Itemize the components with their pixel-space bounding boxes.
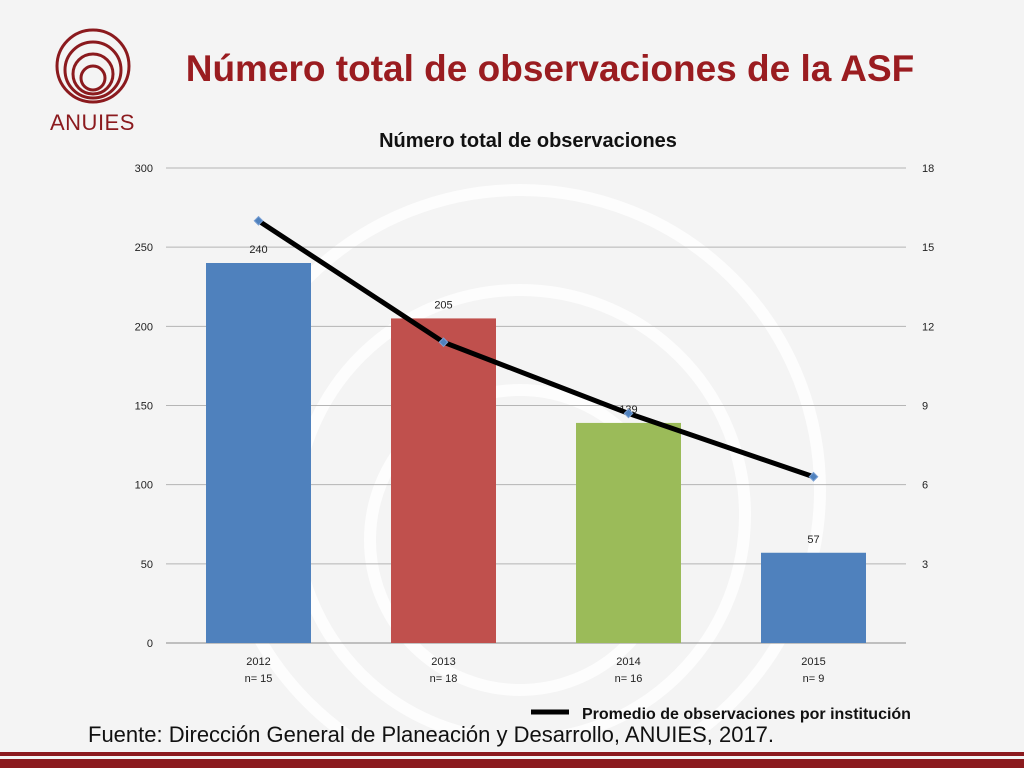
- x-tick-label: 2012: [246, 656, 270, 668]
- y-axis: 0 50 100 150 200 250 300: [135, 163, 153, 650]
- series-point: [623, 408, 634, 419]
- bar-data-label: 205: [434, 299, 452, 311]
- x-tick-label: 2014: [616, 656, 640, 668]
- chart-title: Número total de observaciones: [379, 130, 677, 152]
- y2-tick-label: 18: [922, 163, 934, 175]
- average-line-series: [253, 215, 819, 482]
- series-point: [253, 215, 264, 226]
- y2-tick-label: 15: [922, 242, 934, 254]
- bar-data-label: 240: [249, 244, 267, 256]
- x-tick-sublabel: n= 18: [430, 673, 458, 685]
- series-line: [257, 218, 815, 480]
- legend-label: Promedio de observaciones por institució…: [582, 706, 911, 723]
- x-tick-sublabel: n= 15: [245, 673, 273, 685]
- y-tick-label: 150: [135, 401, 153, 413]
- y2-axis: 3 6 9 12 15 18: [922, 163, 934, 571]
- y2-tick-label: 3: [922, 559, 928, 571]
- anuies-logo-icon: [55, 28, 131, 104]
- footer-band-bottom: [0, 759, 1024, 768]
- page-title: Número total de observaciones de la ASF: [185, 48, 915, 89]
- x-tick-sublabel: n= 16: [615, 673, 643, 685]
- bar: [576, 422, 681, 643]
- x-tick-label: 2013: [431, 656, 455, 668]
- footer-band: [0, 752, 1024, 756]
- chart: Número total de observaciones 0 50 100 150 2…: [134, 130, 935, 723]
- logo-text: ANUIES: [50, 110, 135, 135]
- bar: [206, 263, 311, 643]
- bar: [391, 318, 496, 643]
- y-tick-label: 100: [135, 480, 153, 492]
- series-point: [808, 471, 819, 482]
- y2-tick-label: 9: [922, 401, 928, 413]
- x-tick-sublabel: n= 9: [803, 673, 825, 685]
- legend: Promedio de observaciones por institució…: [531, 706, 911, 723]
- bar-data-label: 57: [807, 534, 819, 546]
- y-tick-label: 200: [135, 321, 153, 333]
- bars: [206, 263, 866, 643]
- bar: [761, 552, 866, 643]
- series-point: [438, 337, 449, 348]
- y-tick-label: 0: [147, 638, 153, 650]
- x-tick-label: 2015: [801, 656, 825, 668]
- y-tick-label: 300: [135, 163, 153, 175]
- y2-tick-label: 6: [922, 480, 928, 492]
- y2-tick-label: 12: [922, 321, 934, 333]
- y-tick-label: 250: [135, 242, 153, 254]
- y-tick-label: 50: [141, 559, 153, 571]
- x-axis: 2012 n= 15 2013 n= 18 2014 n= 16 2015 n= 9: [245, 656, 826, 685]
- source-note: Fuente: Dirección General de Planeación …: [88, 722, 775, 747]
